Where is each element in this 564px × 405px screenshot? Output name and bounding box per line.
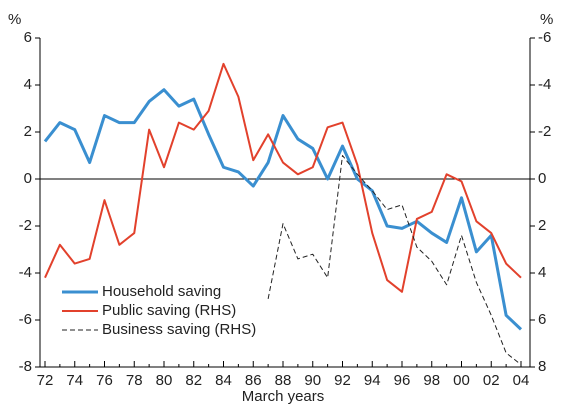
x-tick-label: 74 [66,372,83,389]
x-tick-label: 90 [304,372,321,389]
y2-tick-label: 0 [538,170,546,187]
y2-tick-label: 8 [538,358,546,375]
y-tick-label: 4 [24,76,32,93]
x-tick-label: 82 [185,372,202,389]
series-line [43,88,523,331]
legend-label: Household saving [102,283,221,300]
y2-tick-label: 4 [538,264,546,281]
x-tick-label: 98 [423,372,440,389]
x-axis-label: March years [242,388,325,405]
y-tick-label: 6 [24,29,32,46]
x-tick-label: 76 [96,372,113,389]
y-tick-label: -6 [19,311,32,328]
series-line [267,155,522,366]
y2-unit-label: % [540,11,553,28]
legend-label: Business saving (RHS) [102,321,256,338]
x-tick-label: 02 [483,372,500,389]
x-tick-label: 80 [156,372,173,389]
x-tick-label: 94 [364,372,381,389]
x-tick-label: 88 [275,372,292,389]
x-tick-label: 78 [126,372,143,389]
x-tick-label: 96 [394,372,411,389]
y-tick-label: 2 [24,123,32,140]
legend-label: Public saving (RHS) [102,302,236,319]
y-unit-label: % [8,11,21,28]
x-tick-label: 72 [37,372,54,389]
y-tick-label: 0 [24,170,32,187]
x-tick-label: 84 [215,372,232,389]
x-tick-label: 04 [513,372,530,389]
x-tick-label: 86 [245,372,262,389]
y-tick-label: -4 [19,264,32,281]
x-tick-label: 00 [453,372,470,389]
series-line [44,62,522,293]
x-tick-label: 92 [334,372,351,389]
y2-tick-label: -6 [538,29,551,46]
y2-tick-label: -4 [538,76,551,93]
y-tick-label: -8 [19,358,32,375]
y-tick-label: -2 [19,217,32,234]
y2-tick-label: 2 [538,217,546,234]
y2-tick-label: 6 [538,311,546,328]
y2-tick-label: -2 [538,123,551,140]
